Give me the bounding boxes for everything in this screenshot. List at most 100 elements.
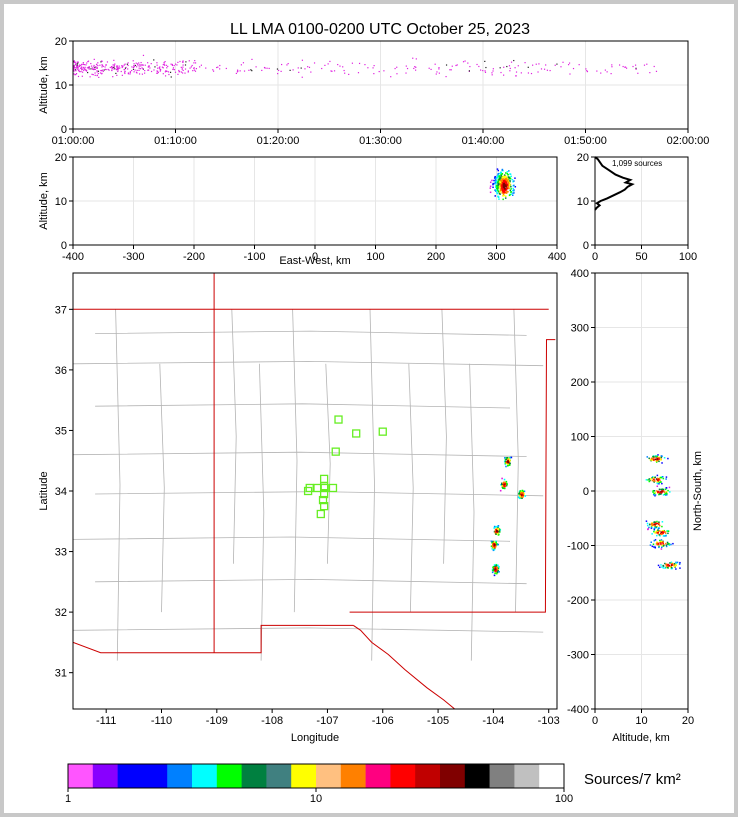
north-south-source	[650, 541, 652, 544]
time-height-panel: Altitude, km	[38, 40, 689, 130]
east-west-source	[505, 191, 507, 194]
map-lightning-source	[520, 492, 523, 495]
east-west-source	[509, 177, 512, 180]
north-south-source	[656, 455, 658, 458]
map-lightning-source	[504, 483, 507, 485]
north-south-source	[656, 520, 658, 523]
time-height-source	[141, 73, 144, 75]
east-west-source	[500, 178, 503, 180]
east-west-source	[501, 172, 504, 175]
time-height-source	[153, 59, 155, 61]
time-height-source	[159, 69, 162, 71]
time-height-source	[82, 62, 85, 64]
north-south-source	[665, 535, 667, 537]
east-west-source	[509, 184, 511, 186]
time-height-source	[622, 65, 624, 68]
time-height-source	[450, 69, 452, 71]
map-lightning-source	[506, 457, 509, 459]
east-west-source	[501, 181, 504, 184]
time-height-source	[122, 65, 124, 67]
north-south-source	[659, 566, 661, 569]
time-height-source	[378, 70, 380, 73]
east-west-source	[514, 177, 516, 179]
north-south-source	[679, 567, 681, 569]
north-south-source	[663, 544, 665, 546]
time-height-source	[485, 66, 487, 69]
north-south-source	[663, 531, 665, 534]
time-height-source	[304, 68, 306, 70]
north-south-source	[656, 530, 658, 532]
time-height-source	[611, 66, 613, 68]
histogram-panel: 1,099 sources	[594, 156, 689, 246]
time-height-source	[101, 72, 103, 74]
time-height-source	[170, 63, 172, 65]
time-height-source	[104, 68, 106, 71]
north-south-source	[658, 521, 660, 523]
map-lightning-source	[492, 549, 495, 552]
time-height-source	[193, 67, 195, 70]
map-lightning-source	[518, 496, 520, 498]
east-west-source	[496, 187, 498, 189]
time-height-source	[172, 68, 174, 71]
north-south-source	[668, 486, 671, 489]
time-height-source	[73, 70, 75, 72]
north-south-source	[653, 526, 656, 529]
time-height-source	[93, 58, 95, 60]
time-height-source	[263, 66, 266, 69]
east-west-source	[504, 180, 506, 182]
east-west-source	[498, 185, 501, 188]
north-south-xlabel: Altitude, km	[612, 732, 669, 744]
north-south-source	[668, 543, 670, 545]
county-boundary	[369, 309, 375, 661]
map-lightning-source	[504, 457, 506, 459]
east-west-source	[502, 169, 504, 172]
north-south-source	[660, 564, 662, 566]
time-height-source	[173, 69, 176, 71]
time-height-source	[182, 64, 184, 66]
east-west-source	[511, 194, 514, 197]
map-ytick-label: 36	[55, 365, 67, 377]
lma-station-marker	[316, 509, 325, 519]
north-south-source	[661, 546, 663, 549]
time-height-source	[445, 75, 447, 78]
east-west-source	[497, 182, 499, 185]
map-lightning-source	[497, 528, 500, 531]
map-lightning-source	[495, 569, 498, 571]
time-height-source	[289, 69, 291, 71]
north-south-source	[652, 489, 655, 492]
north-south-source	[652, 493, 655, 496]
time-height-source	[150, 63, 152, 65]
east-west-xtick-label: 0	[312, 251, 318, 263]
east-west-source	[510, 175, 512, 178]
time-height-source	[250, 69, 252, 71]
time-height-source	[569, 73, 571, 75]
time-height-source	[181, 72, 184, 74]
north-south-ytick-label: 400	[571, 268, 589, 280]
north-south-source	[679, 561, 681, 564]
map-lightning-source	[493, 541, 496, 543]
north-south-source	[651, 476, 653, 479]
time-height-source	[101, 60, 103, 62]
north-south-source	[653, 539, 656, 542]
time-height-source	[236, 69, 239, 71]
east-west-source	[504, 184, 506, 187]
time-height-source	[97, 70, 100, 72]
time-height-source	[176, 64, 178, 66]
time-height-source	[139, 63, 141, 66]
east-west-source	[497, 196, 500, 198]
time-height-source	[77, 66, 79, 68]
time-height-source	[237, 70, 239, 72]
time-height-source	[415, 66, 417, 68]
east-west-source	[492, 186, 494, 189]
time-height-source	[174, 71, 177, 73]
time-height-source	[117, 70, 119, 73]
time-height-source	[133, 66, 135, 68]
east-west-source	[496, 189, 499, 191]
time-height-source	[527, 66, 529, 68]
north-south-source	[656, 541, 658, 543]
time-height-source	[75, 73, 78, 75]
east-west-source	[508, 176, 510, 179]
east-west-source	[509, 179, 511, 182]
county-boundary	[73, 536, 511, 542]
time-height-source	[92, 74, 94, 76]
